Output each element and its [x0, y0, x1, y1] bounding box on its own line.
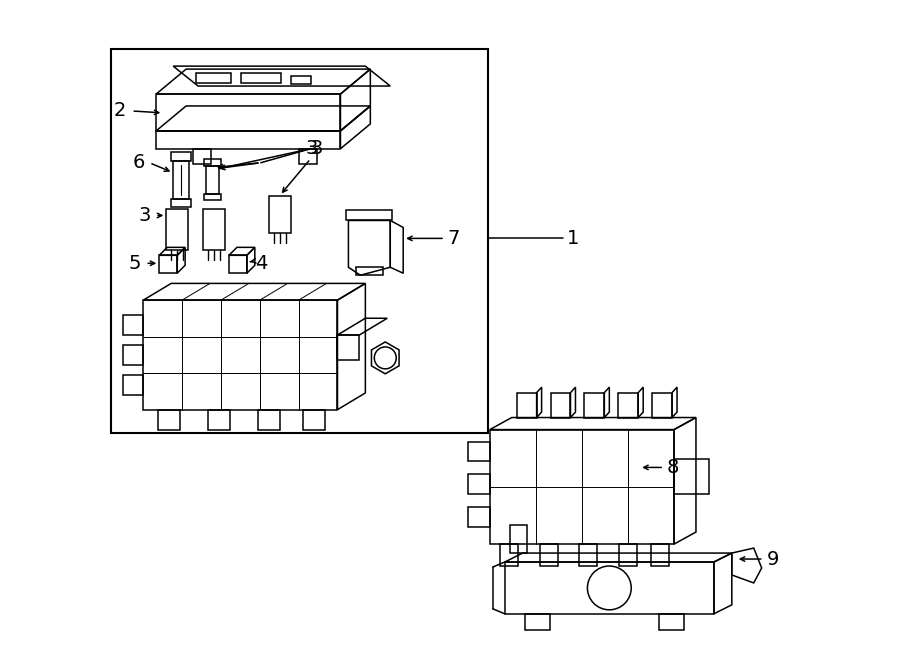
Text: 3: 3	[310, 139, 323, 158]
Text: 8: 8	[667, 458, 680, 477]
Text: 2: 2	[114, 101, 126, 120]
Text: 1: 1	[566, 229, 579, 248]
Text: 3: 3	[306, 139, 318, 158]
Text: 3: 3	[139, 206, 151, 225]
Text: 7: 7	[447, 229, 459, 248]
Text: 5: 5	[129, 254, 141, 273]
Text: 4: 4	[255, 254, 267, 273]
Text: 6: 6	[133, 153, 145, 173]
Text: 9: 9	[767, 549, 779, 568]
